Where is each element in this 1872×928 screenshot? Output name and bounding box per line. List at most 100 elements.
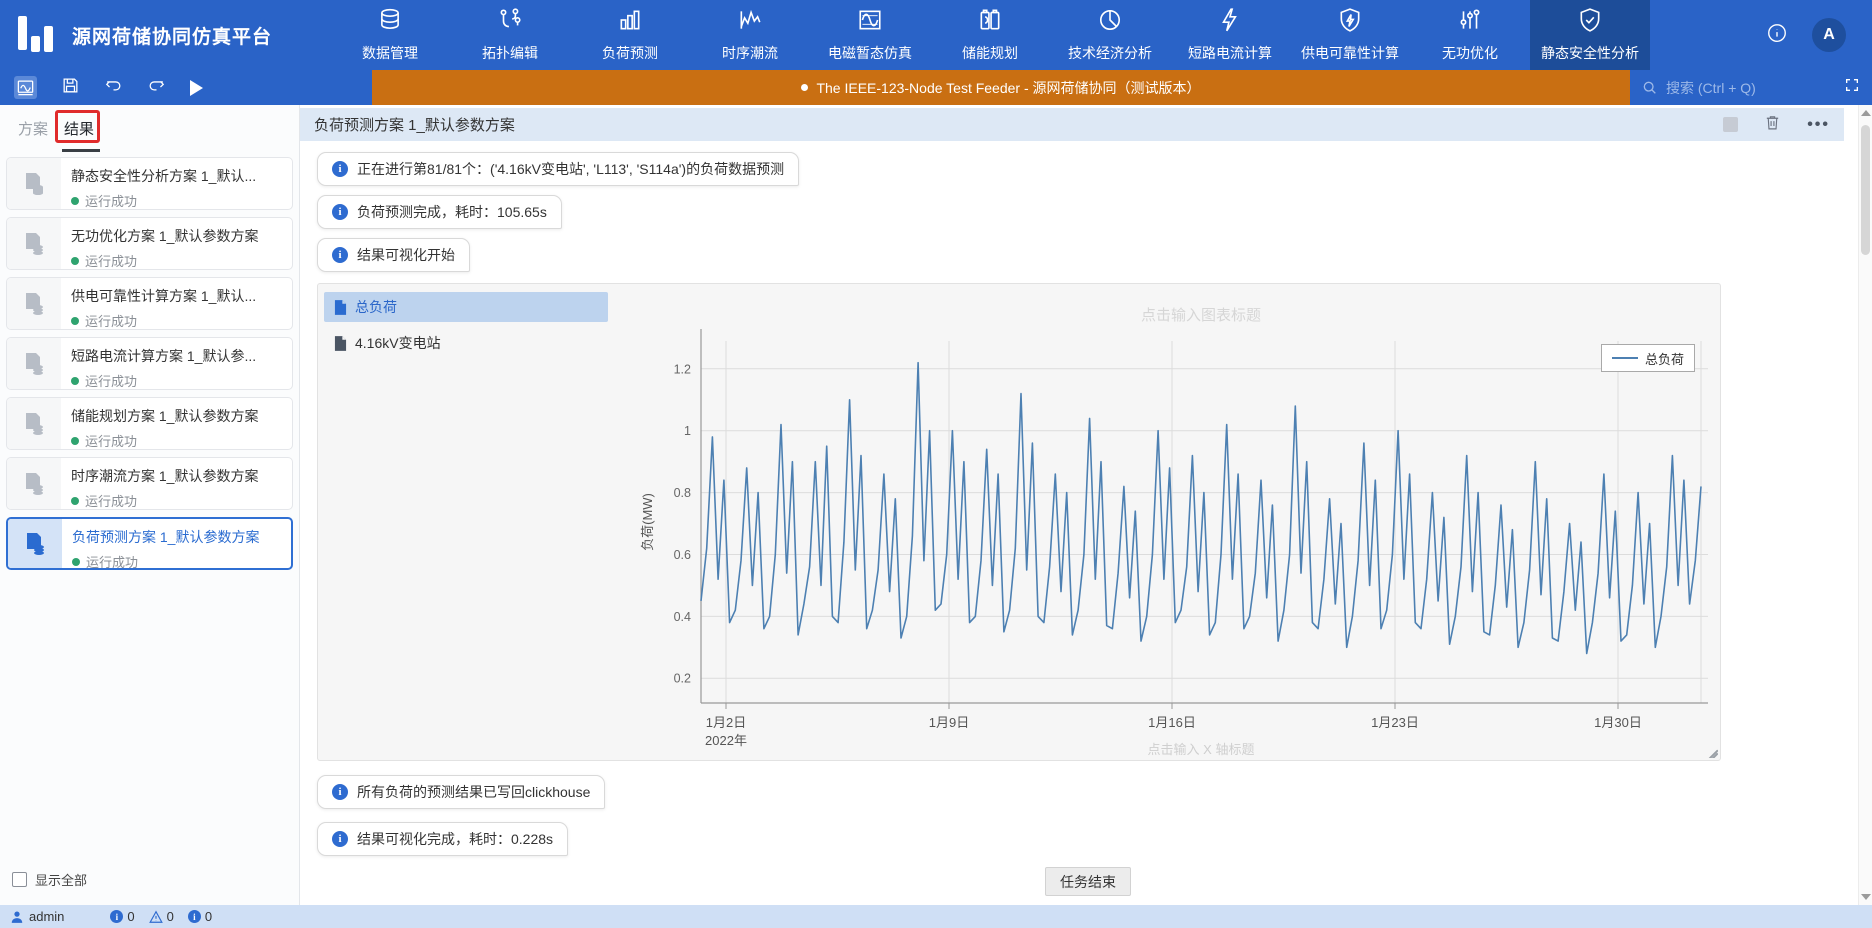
- error-count[interactable]: i 0: [188, 909, 212, 924]
- info-icon: i: [332, 784, 348, 800]
- log-message: i 结果可视化开始: [317, 238, 470, 272]
- nav-item-timeseries-powerflow[interactable]: 时序潮流: [690, 0, 810, 70]
- show-all-toggle[interactable]: 显示全部: [12, 870, 87, 889]
- tree-item-substation[interactable]: 4.16kV变电站: [324, 328, 608, 358]
- nav-item-label: 拓扑编辑: [482, 43, 538, 63]
- info-icon[interactable]: [1766, 22, 1788, 49]
- status-counts: i 0 0 i 0: [110, 909, 212, 924]
- list-item[interactable]: 供电可靠性计算方案 1_默认... 运行成功: [6, 277, 293, 330]
- sidebar: 方案 结果 静态安全性分析方案 1_默认... 运行成功 无功优化方案 1_默认…: [0, 105, 300, 905]
- nav-item-static-security[interactable]: 静态安全性分析: [1530, 0, 1650, 70]
- user-icon: [10, 910, 24, 924]
- bar-chart-icon: [617, 7, 643, 38]
- nav-item-emt-simulation[interactable]: 电磁暂态仿真: [810, 0, 930, 70]
- scroll-down-icon[interactable]: [1861, 894, 1871, 900]
- chart-title-placeholder[interactable]: 点击输入图表标题: [701, 304, 1701, 325]
- user-indicator[interactable]: admin: [10, 909, 64, 924]
- tree-item-total-load[interactable]: 总负荷: [324, 292, 608, 322]
- toolbar-right: 搜索 (Ctrl + Q): [1630, 70, 1872, 105]
- log-message: i 正在进行第81/81个：('4.16kV变电站', 'L113', 'S11…: [317, 152, 799, 186]
- log-message: i 所有负荷的预测结果已写回clickhouse: [317, 775, 605, 809]
- list-item[interactable]: 短路电流计算方案 1_默认参... 运行成功: [6, 337, 293, 390]
- svg-text:1: 1: [684, 424, 691, 438]
- tab-plan[interactable]: 方案: [18, 118, 48, 139]
- nav-item-data-management[interactable]: 数据管理: [330, 0, 450, 70]
- legend-line-icon: [1612, 357, 1638, 359]
- nav-item-reliability[interactable]: 供电可靠性计算: [1290, 0, 1410, 70]
- topology-icon: [497, 7, 523, 38]
- main-content: 负荷预测方案 1_默认参数方案 ••• i 正在进行第81/81个：('4.16…: [300, 105, 1858, 905]
- status-dot: [72, 558, 80, 566]
- run-icon[interactable]: [190, 80, 203, 96]
- search-input[interactable]: 搜索 (Ctrl + Q): [1642, 78, 1836, 98]
- sidebar-tabs: 方案 结果: [0, 105, 299, 155]
- xaxis-title-placeholder[interactable]: 点击输入 X 轴标题: [701, 739, 1701, 758]
- nav-item-topology-edit[interactable]: 拓扑编辑: [450, 0, 570, 70]
- scroll-up-icon[interactable]: [1861, 110, 1871, 116]
- stop-icon[interactable]: [1723, 117, 1738, 132]
- tree-item-label: 总负荷: [355, 297, 397, 317]
- svg-text:0.4: 0.4: [674, 610, 691, 624]
- status-text: 运行成功: [85, 251, 137, 270]
- report-icon: [7, 218, 61, 269]
- status-dot: [71, 257, 79, 265]
- scroll-thumb[interactable]: [1861, 125, 1870, 255]
- app-window: 源网荷储协同仿真平台 数据管理 拓扑编辑 负荷预测 时序潮流 电磁暂态仿真: [0, 0, 1872, 928]
- nav-item-label: 技术经济分析: [1068, 43, 1152, 63]
- more-icon[interactable]: •••: [1807, 116, 1830, 134]
- avatar[interactable]: A: [1812, 18, 1846, 52]
- status-dot: [71, 437, 79, 445]
- nav-item-label: 短路电流计算: [1188, 43, 1272, 63]
- checkbox-icon[interactable]: [12, 872, 27, 887]
- warning-icon: [149, 910, 163, 924]
- svg-text:0.8: 0.8: [674, 486, 691, 500]
- list-item-selected[interactable]: 负荷预测方案 1_默认参数方案 运行成功: [6, 517, 293, 570]
- svg-text:1月16日: 1月16日: [1148, 715, 1196, 730]
- tab-result[interactable]: 结果: [64, 118, 94, 139]
- status-text: 运行成功: [85, 371, 137, 390]
- shield-check-icon: [1577, 7, 1603, 38]
- list-item[interactable]: 静态安全性分析方案 1_默认... 运行成功: [6, 157, 293, 210]
- svg-text:1月9日: 1月9日: [929, 715, 969, 730]
- trash-icon[interactable]: [1764, 114, 1781, 136]
- report-icon: [7, 338, 61, 389]
- file-icon: [334, 300, 347, 315]
- active-tab-underline: [62, 149, 100, 152]
- chart-legend[interactable]: 总负荷: [1601, 344, 1695, 372]
- list-item[interactable]: 无功优化方案 1_默认参数方案 运行成功: [6, 217, 293, 270]
- list-item[interactable]: 时序潮流方案 1_默认参数方案 运行成功: [6, 457, 293, 510]
- nav-item-label: 储能规划: [962, 43, 1018, 63]
- warning-count[interactable]: 0: [149, 909, 174, 924]
- line-chart-icon: [737, 7, 763, 38]
- undo-icon[interactable]: [104, 76, 123, 100]
- nav-item-reactive-optimization[interactable]: 无功优化: [1410, 0, 1530, 70]
- header-icons: •••: [1723, 114, 1830, 136]
- resize-handle[interactable]: [1706, 746, 1718, 758]
- scheme-title: 静态安全性分析方案 1_默认...: [71, 166, 256, 186]
- toolbar-left: [0, 70, 372, 105]
- vertical-scrollbar[interactable]: [1858, 105, 1872, 905]
- nav-item-label: 静态安全性分析: [1541, 43, 1639, 63]
- fullscreen-icon[interactable]: [1844, 77, 1860, 98]
- nav-item-storage-planning[interactable]: 储能规划: [930, 0, 1050, 70]
- redo-icon[interactable]: [147, 76, 166, 100]
- report-icon: [7, 158, 61, 209]
- scheme-title: 储能规划方案 1_默认参数方案: [71, 406, 258, 426]
- nav-item-load-forecast[interactable]: 负荷预测: [570, 0, 690, 70]
- info-icon: i: [188, 910, 201, 923]
- nav-item-short-circuit[interactable]: 短路电流计算: [1170, 0, 1290, 70]
- nav-item-label: 负荷预测: [602, 43, 658, 63]
- save-icon[interactable]: [61, 76, 80, 100]
- svg-text:1月23日: 1月23日: [1371, 715, 1419, 730]
- content-header: 负荷预测方案 1_默认参数方案 •••: [300, 108, 1844, 141]
- task-end-button[interactable]: 任务结束: [1045, 867, 1131, 896]
- shield-lightning-icon: [1337, 7, 1363, 38]
- scheme-title: 无功优化方案 1_默认参数方案: [71, 226, 258, 246]
- info-count[interactable]: i 0: [110, 909, 134, 924]
- list-item[interactable]: 储能规划方案 1_默认参数方案 运行成功: [6, 397, 293, 450]
- tree-item-label: 4.16kV变电站: [355, 333, 441, 353]
- curve-view-button[interactable]: [14, 76, 37, 99]
- nav-item-label: 时序潮流: [722, 43, 778, 63]
- nav-item-techno-economic[interactable]: 技术经济分析: [1050, 0, 1170, 70]
- log-message: i 负荷预测完成，耗时：105.65s: [317, 195, 562, 229]
